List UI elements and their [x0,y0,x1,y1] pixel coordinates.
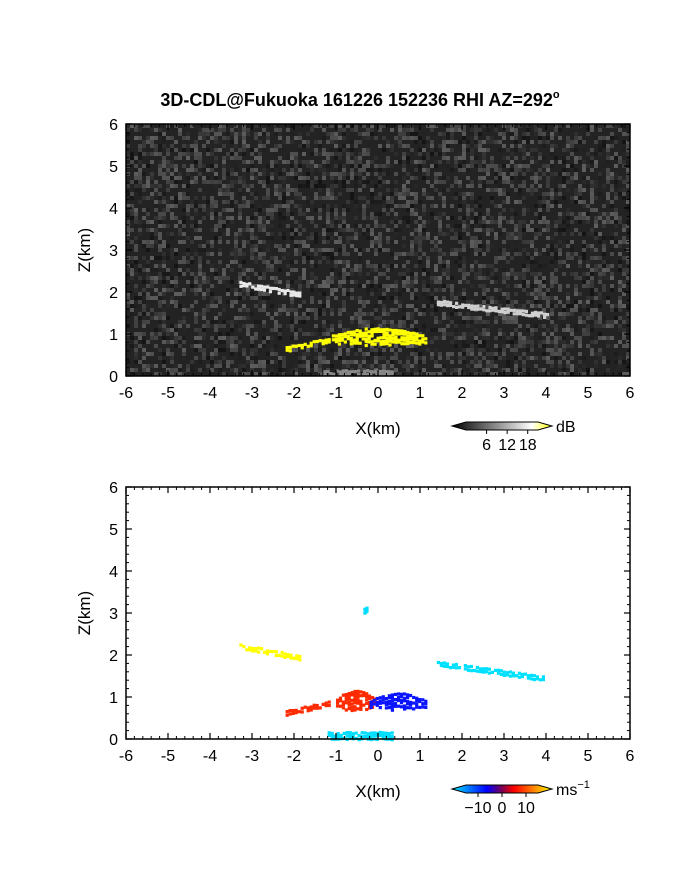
echo-isolated-pixel [363,606,369,615]
colorbar-tick-label: 12 [498,437,516,454]
x-tick-label: -6 [119,385,133,402]
y-tick-label: 1 [109,327,118,344]
colorbar-tick-label: 0 [498,800,507,817]
y-tick-label: 2 [109,648,118,665]
y-tick-label: 1 [109,690,118,707]
x-tick-label: 1 [416,385,425,402]
velocity-panel: -6 -5 -4 -3 -2 -1 0 1 2 3 4 5 6 0 1 2 3 4 5 6 X(km) Z(km) −10 0… [75,480,635,817]
noise-texture [126,124,630,376]
x-axis-label: X(km) [355,419,400,438]
x-tick-label: -1 [329,385,343,402]
x-tick-label: -1 [329,748,343,765]
x-tick-label: -5 [161,748,175,765]
y-tick-label: 2 [109,285,118,302]
y-axis-label: Z(km) [75,228,94,272]
x-tick-label: 3 [500,385,509,402]
echo-low-cloud-west [285,338,331,353]
y-tick-label: 0 [109,369,118,386]
echo-echo-layer-east [436,660,545,682]
colorbar-tick-label: 6 [482,437,491,454]
colorbar-tick-label: 10 [517,800,535,817]
x-tick-label: 6 [626,385,635,402]
x-tick-label: 4 [542,748,551,765]
x-tick-label: 0 [374,748,383,765]
x-tick-label: -3 [245,748,259,765]
x-tick-label: 6 [626,748,635,765]
title-degree-superscript: o [553,89,560,101]
y-tick-label: 4 [109,201,118,218]
y-tick-label: 4 [109,564,118,581]
x-tick-label: 2 [458,748,467,765]
x-tick-label: -4 [203,385,217,402]
echo-low-cloud-core [331,327,428,348]
x-tick-label: -2 [287,385,301,402]
x-tick-label: 2 [458,385,467,402]
colorbar: 6 12 18 dB [450,419,576,454]
x-tick-label: 3 [500,748,509,765]
y-tick-label: 5 [109,159,118,176]
y-tick-label: 5 [109,522,118,539]
y-tick-label: 0 [109,732,118,749]
figure-title: 3D-CDL@Fukuoka 161226 152236 RHI AZ=292o [160,89,560,110]
echo-low-cloud-receding [369,692,428,712]
colorbar-tick-label: −10 [464,800,491,817]
x-tick-label: -4 [203,748,217,765]
echo-echo-layer-west [239,643,302,662]
y-tick-label: 3 [109,606,118,623]
x-tick-label: 5 [584,748,593,765]
y-tick-label: 6 [109,480,118,497]
colorbar-unit: ms−1 [556,779,590,799]
x-tick-label: 4 [542,385,551,402]
echo-echo-layer-west [239,280,302,298]
x-tick-label: 1 [416,748,425,765]
x-axis-label: X(km) [355,782,400,801]
echo-echo-layer-east [436,300,550,319]
echo-low-cloud-west [285,700,331,717]
x-tick-label: -5 [161,385,175,402]
x-tick-label: 5 [584,385,593,402]
x-tick-label: -3 [245,385,259,402]
x-tick-label: 0 [374,385,383,402]
colorbar-tick-label: 18 [519,437,537,454]
y-tick-label: 3 [109,243,118,260]
y-tick-label: 6 [109,117,118,134]
colorbar: −10 0 10 ms−1 [450,779,590,817]
x-tick-label: -6 [119,748,133,765]
y-axis-label: Z(km) [75,591,94,635]
x-tick-label: -2 [287,748,301,765]
colorbar-unit: dB [556,419,576,436]
